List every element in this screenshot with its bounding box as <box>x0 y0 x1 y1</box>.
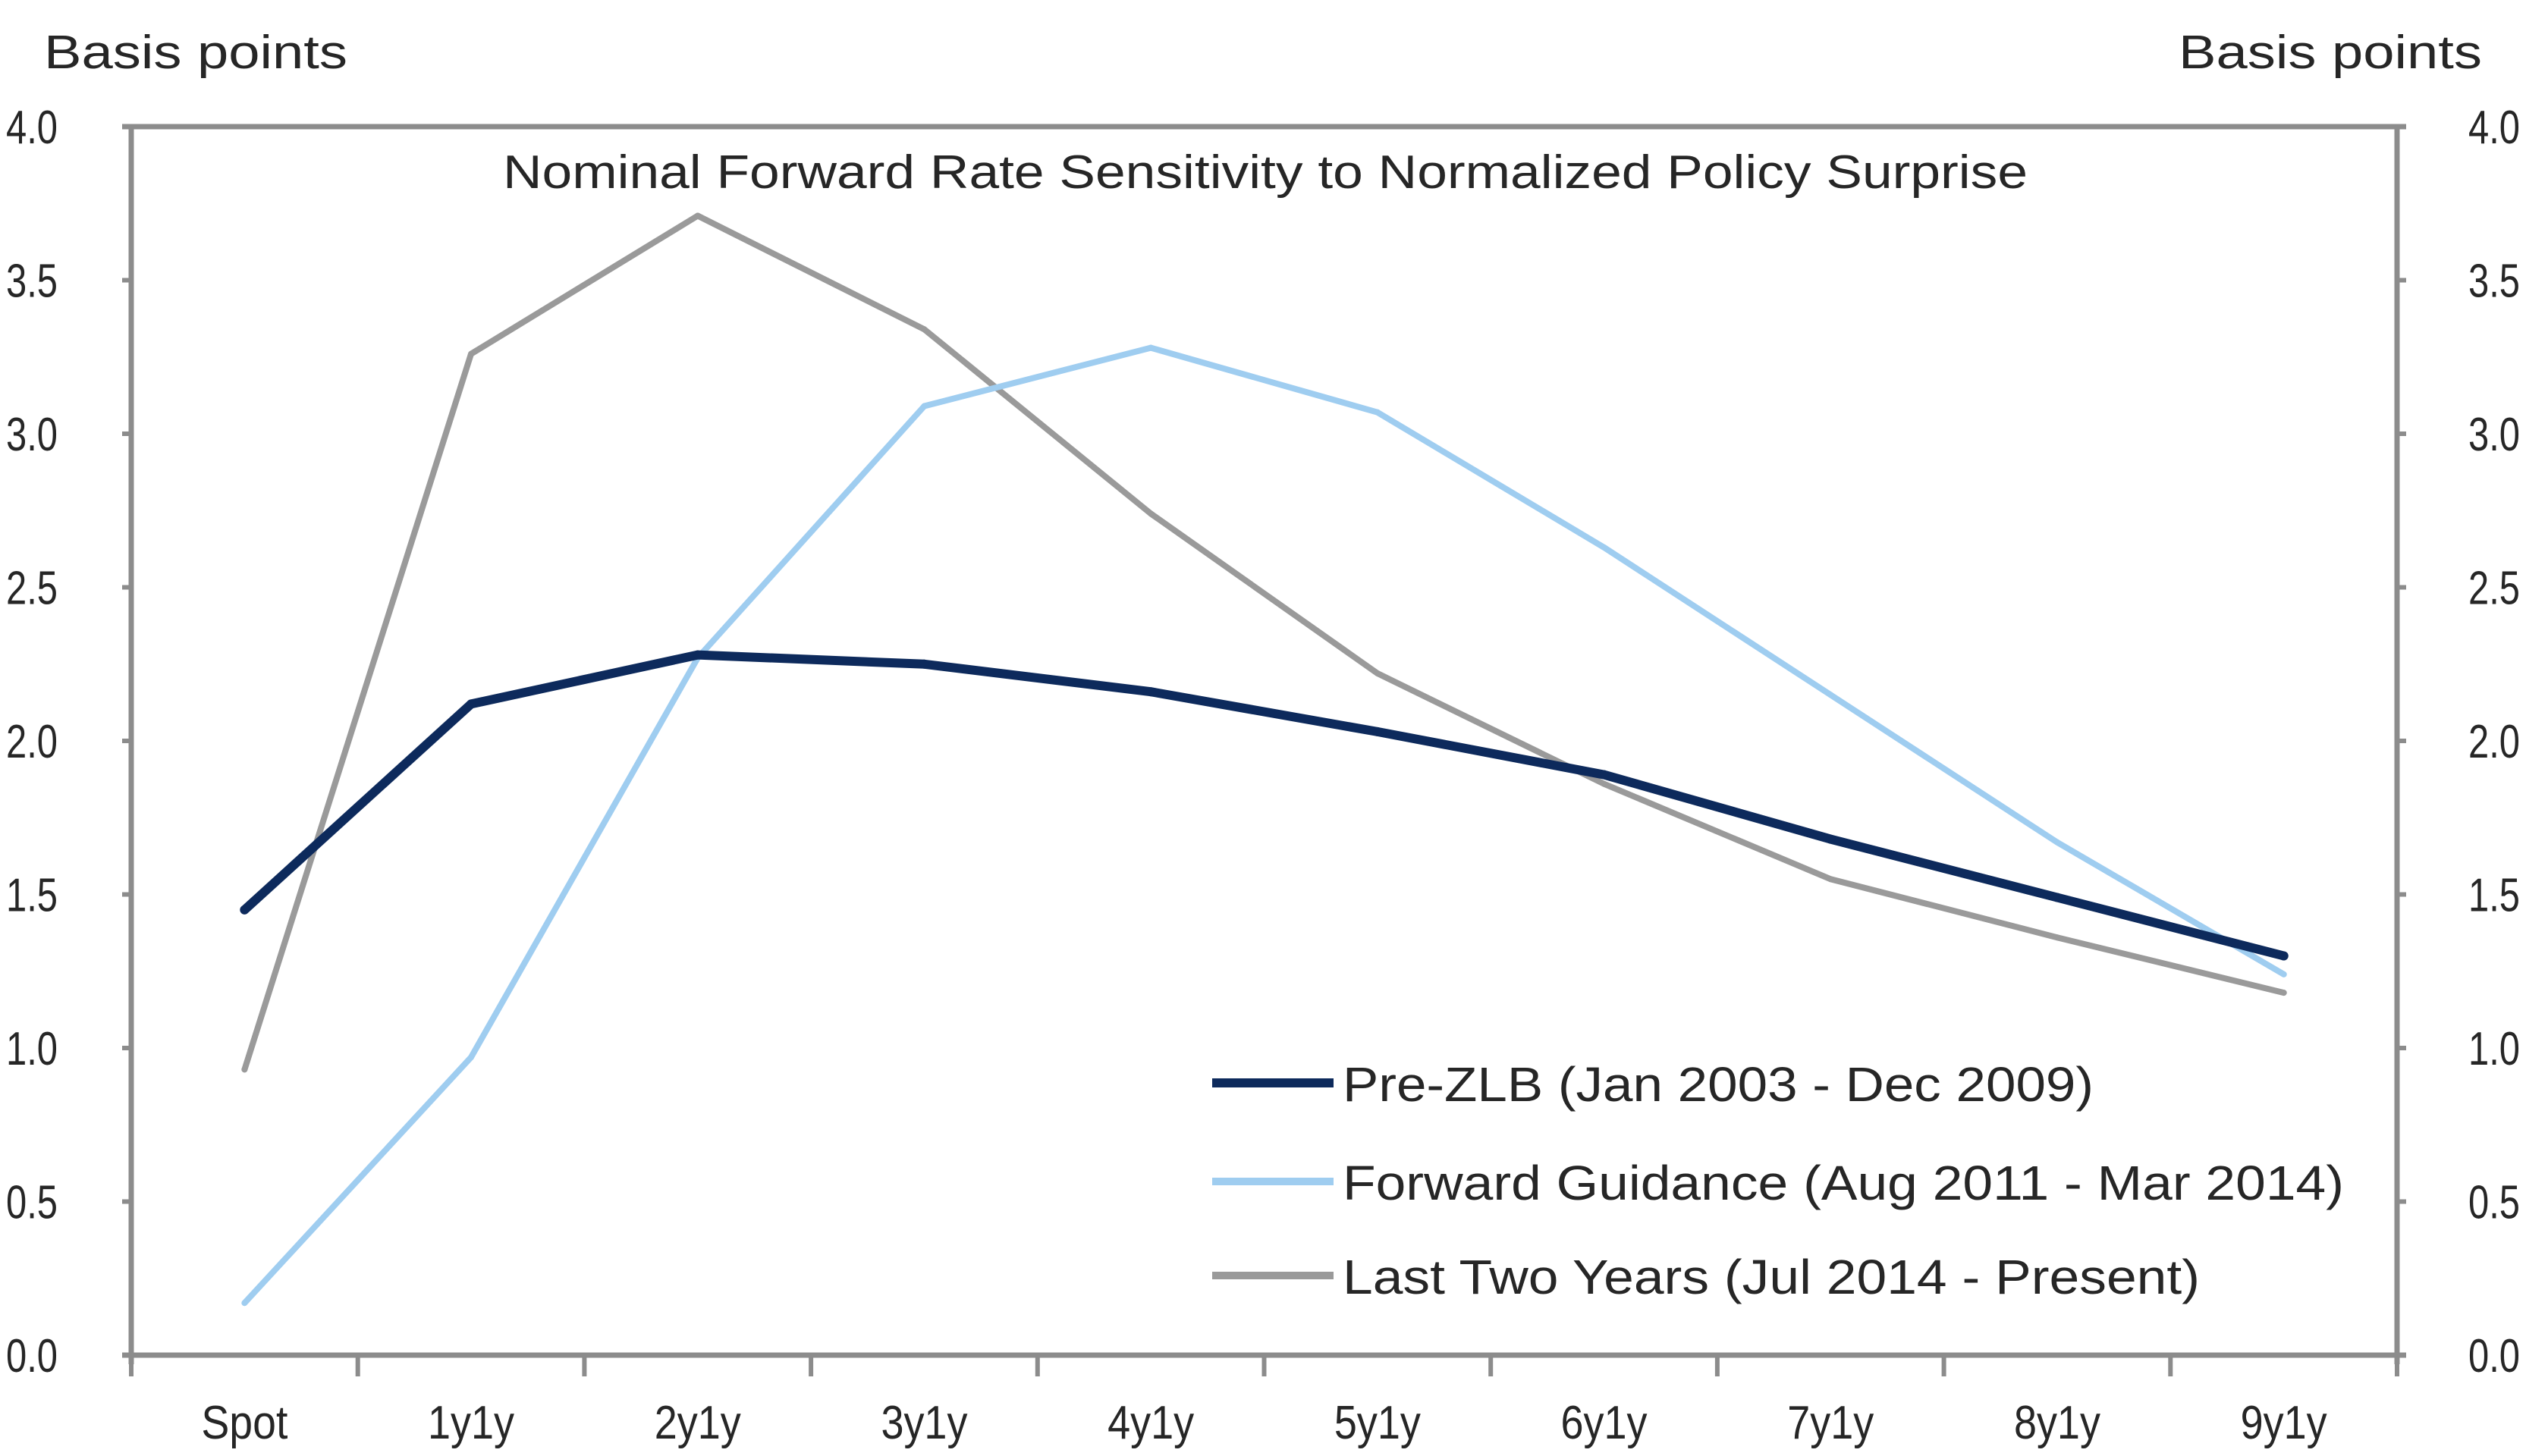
left-y-tick-label: 1.0 <box>6 1023 58 1075</box>
series-line-3 <box>241 212 2287 1073</box>
data-point <box>468 1054 475 1061</box>
data-point <box>1826 834 1836 844</box>
series-line-2 <box>241 344 2287 1307</box>
data-point <box>694 212 701 219</box>
data-point <box>241 1300 248 1307</box>
chart-title: Nominal Forward Rate Sensitivity to Norm… <box>503 146 2028 199</box>
data-point <box>468 350 475 357</box>
right-y-tick-label: 2.5 <box>2468 563 2520 615</box>
data-point <box>240 905 250 915</box>
data-point <box>1372 726 1382 736</box>
right-y-tick-label: 3.5 <box>2468 256 2520 308</box>
data-point <box>2279 951 2289 961</box>
x-tick-label: 8y1y <box>2014 1397 2100 1449</box>
right-y-tick-label: 1.5 <box>2468 870 2520 922</box>
legend-label: Last Two Years (Jul 2014 - Present) <box>1343 1250 2200 1304</box>
x-tick-label: Spot <box>201 1397 287 1449</box>
data-point <box>693 650 702 660</box>
data-point <box>1374 670 1381 676</box>
x-tick-label: 1y1y <box>428 1397 514 1449</box>
right-y-tick-label: 1.0 <box>2468 1023 2520 1075</box>
left-y-tick-label: 2.0 <box>6 716 58 768</box>
left-y-tick-label: 2.5 <box>6 563 58 615</box>
data-point <box>921 326 928 333</box>
right-y-tick-label: 3.0 <box>2468 409 2520 461</box>
left-axis-unit-label: Basis points <box>44 27 347 79</box>
data-point <box>1374 409 1381 416</box>
series-line-1 <box>240 650 2289 961</box>
data-point <box>2280 971 2287 977</box>
data-point <box>2053 839 2060 846</box>
data-point <box>241 1066 248 1073</box>
x-tick-label: 9y1y <box>2241 1397 2327 1449</box>
x-tick-label: 6y1y <box>1561 1397 1648 1449</box>
legend-label: Pre-ZLB (Jan 2003 - Dec 2009) <box>1343 1057 2094 1112</box>
data-point <box>1146 687 1156 697</box>
axes: 0.0 0.0 0.5 0.5 1.0 1.0 1.5 1.5 2.0 2.0 2.5 2.5 3.0 3… <box>6 102 2520 1449</box>
x-tick-label: 2y1y <box>655 1397 741 1449</box>
data-point <box>919 659 929 669</box>
data-point <box>1599 770 1609 780</box>
left-y-tick-label: 3.5 <box>6 256 58 308</box>
x-tick-label: 3y1y <box>881 1397 967 1449</box>
x-tick-label: 5y1y <box>1334 1397 1421 1449</box>
right-axis-unit-label: Basis points <box>2179 27 2482 79</box>
right-y-tick-label: 4.0 <box>2468 102 2520 154</box>
left-y-tick-label: 1.5 <box>6 870 58 922</box>
data-point <box>921 403 928 410</box>
series-lines <box>240 212 2289 1307</box>
right-y-tick-label: 0.0 <box>2468 1330 2520 1382</box>
left-y-tick-label: 3.0 <box>6 409 58 461</box>
data-point <box>1148 344 1155 351</box>
x-tick-label: 7y1y <box>1787 1397 1874 1449</box>
data-point <box>2280 990 2287 996</box>
data-point <box>1601 544 1607 551</box>
data-point <box>1148 510 1155 517</box>
data-point <box>2052 893 2062 902</box>
data-point <box>1827 692 1834 698</box>
legend-label: Forward Guidance (Aug 2011 - Mar 2014) <box>1343 1156 2344 1210</box>
left-y-tick-label: 4.0 <box>6 102 58 154</box>
x-tick-label: 4y1y <box>1107 1397 1194 1449</box>
data-point <box>2053 934 2060 941</box>
right-y-tick-label: 0.5 <box>2468 1177 2520 1229</box>
left-y-tick-label: 0.5 <box>6 1177 58 1229</box>
right-y-tick-label: 2.0 <box>2468 716 2520 768</box>
left-y-tick-label: 0.0 <box>6 1330 58 1382</box>
data-point <box>467 699 476 709</box>
data-point <box>1827 876 1834 883</box>
legend: Pre-ZLB (Jan 2003 - Dec 2009) Forward Gui… <box>1212 1057 2344 1304</box>
data-point <box>1601 780 1607 787</box>
